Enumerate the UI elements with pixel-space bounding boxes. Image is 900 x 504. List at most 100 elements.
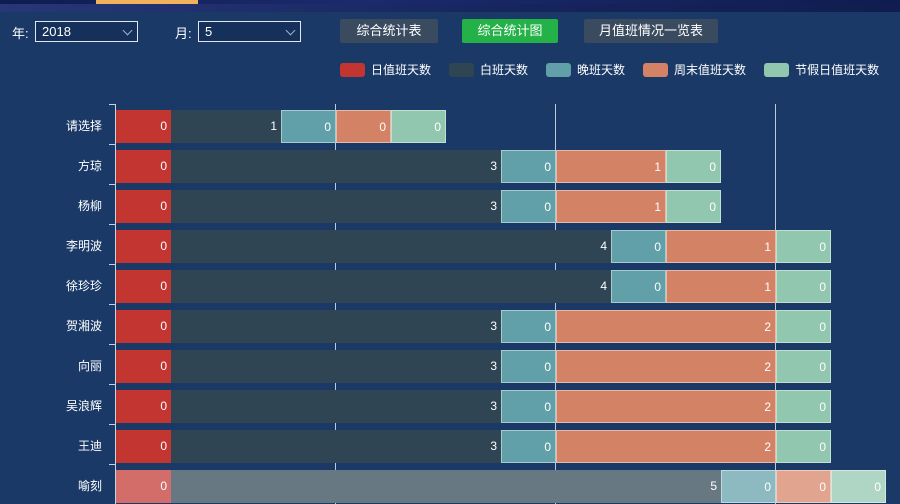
bar-segment[interactable]: 2 [556,310,776,343]
bar-segment[interactable]: 3 [171,350,501,383]
bar-segment[interactable]: 4 [171,270,611,303]
legend-label: 晚班天数 [577,63,626,77]
y-axis-category-label: 喻刻 [77,479,102,493]
segment-value-label: 0 [544,360,551,374]
bar-segment[interactable]: 0 [116,350,171,383]
bar-row[interactable]: 0 3 0 2 0 [116,310,831,343]
y-axis-category-label: 杨柳 [77,199,102,213]
bar-segment[interactable]: 3 [171,390,501,423]
bar-segment[interactable]: 0 [501,350,556,383]
bar-segment[interactable]: 0 [666,190,721,223]
bar-segment[interactable]: 5 [171,470,721,503]
browser-tab-strip [0,0,900,4]
segment-value-label: 2 [764,360,771,374]
x-gridline [555,104,556,504]
bar-segment[interactable]: 0 [281,110,336,143]
bar-segment[interactable]: 1 [666,270,776,303]
bar-segment[interactable]: 2 [556,350,776,383]
bar-segment[interactable]: 0 [116,470,171,503]
bar-segment[interactable]: 0 [831,470,886,503]
bar-segment[interactable]: 3 [171,430,501,463]
bar-segment[interactable]: 0 [721,470,776,503]
bar-segment[interactable]: 0 [776,430,831,463]
bar-segment[interactable]: 0 [391,110,446,143]
segment-value-label: 3 [490,199,497,213]
bar-segment[interactable]: 0 [776,270,831,303]
segment-value-label: 2 [764,320,771,334]
y-axis-category-label: 王迪 [77,439,102,453]
segment-value-label: 3 [490,359,497,373]
monthly-duty-list-button[interactable]: 月值班情况一览表 [584,19,718,43]
segment-value-label: 2 [764,400,771,414]
bar-row[interactable]: 0 3 0 1 0 [116,190,721,223]
bar-segment[interactable]: 4 [171,230,611,263]
legend-item[interactable]: 白班天数 [449,61,528,78]
legend-item[interactable]: 周末值班天数 [643,61,746,78]
segment-value-label: 0 [819,360,826,374]
segment-value-label: 2 [764,440,771,454]
summary-table-button[interactable]: 综合统计表 [340,19,438,43]
segment-value-label: 0 [544,440,551,454]
bar-segment[interactable]: 1 [666,230,776,263]
bar-segment[interactable]: 1 [171,110,281,143]
bar-segment[interactable]: 2 [556,390,776,423]
bar-segment[interactable]: 0 [116,270,171,303]
x-gridline [775,104,776,504]
bar-row[interactable]: 0 3 0 2 0 [116,350,831,383]
bar-row[interactable]: 0 3 0 2 0 [116,430,831,463]
bar-segment[interactable]: 0 [501,310,556,343]
bar-segment[interactable]: 0 [776,470,831,503]
bar-row[interactable]: 0 4 0 1 0 [116,230,831,263]
bar-row[interactable]: 0 3 0 2 0 [116,390,831,423]
bar-segment[interactable]: 0 [666,150,721,183]
bar-segment[interactable]: 3 [171,150,501,183]
legend-label: 日值班天数 [371,63,432,77]
summary-chart-button[interactable]: 综合统计图 [462,19,558,43]
bar-segment[interactable]: 2 [556,430,776,463]
bar-segment[interactable]: 3 [171,310,501,343]
legend-marker [546,62,572,77]
bar-segment[interactable]: 0 [776,390,831,423]
bar-segment[interactable]: 0 [776,310,831,343]
bar-segment[interactable]: 0 [611,270,666,303]
month-select[interactable]: 5 [198,21,301,42]
y-axis-category-label: 请选择 [65,119,102,133]
bar-segment[interactable]: 0 [776,230,831,263]
segment-value-label: 1 [764,240,771,254]
bar-segment[interactable]: 0 [776,350,831,383]
segment-value-label: 0 [160,239,167,253]
bar-segment[interactable]: 0 [116,150,171,183]
legend-item[interactable]: 节假日值班天数 [764,61,879,78]
bar-segment[interactable]: 0 [116,430,171,463]
bar-segment[interactable]: 3 [171,190,501,223]
chart-legend: 日值班天数 白班天数 晚班天数 周末值班天数 节假日值班天数 [340,61,879,78]
year-select[interactable]: 2018 [35,21,138,42]
bar-segment[interactable]: 0 [116,110,171,143]
bar-segment[interactable]: 0 [501,190,556,223]
bar-segment[interactable]: 1 [556,190,666,223]
bar-row[interactable]: 0 1 0 0 0 [116,110,446,143]
bar-segment[interactable]: 0 [116,310,171,343]
y-axis-tick [109,144,115,145]
segment-value-label: 0 [379,120,386,134]
month-label: 月: [175,26,192,41]
bar-segment[interactable]: 0 [116,230,171,263]
year-select-value: 2018 [42,24,71,39]
legend-item[interactable]: 晚班天数 [546,61,625,78]
y-axis-category-label: 李明波 [65,239,102,253]
segment-value-label: 0 [160,159,167,173]
legend-item[interactable]: 日值班天数 [340,61,431,78]
bar-segment[interactable]: 1 [556,150,666,183]
bar-segment[interactable]: 0 [501,150,556,183]
bar-row[interactable]: 0 4 0 1 0 [116,270,831,303]
bar-segment[interactable]: 0 [501,430,556,463]
bar-row[interactable]: 0 5 0 0 0 [116,470,886,503]
bar-row[interactable]: 0 3 0 1 0 [116,150,721,183]
bar-segment[interactable]: 0 [336,110,391,143]
segment-value-label: 0 [874,480,881,494]
bar-segment[interactable]: 0 [611,230,666,263]
bar-segment[interactable]: 0 [501,390,556,423]
bar-segment[interactable]: 0 [116,390,171,423]
bar-segment[interactable]: 0 [116,190,171,223]
y-axis-tick [109,264,115,265]
